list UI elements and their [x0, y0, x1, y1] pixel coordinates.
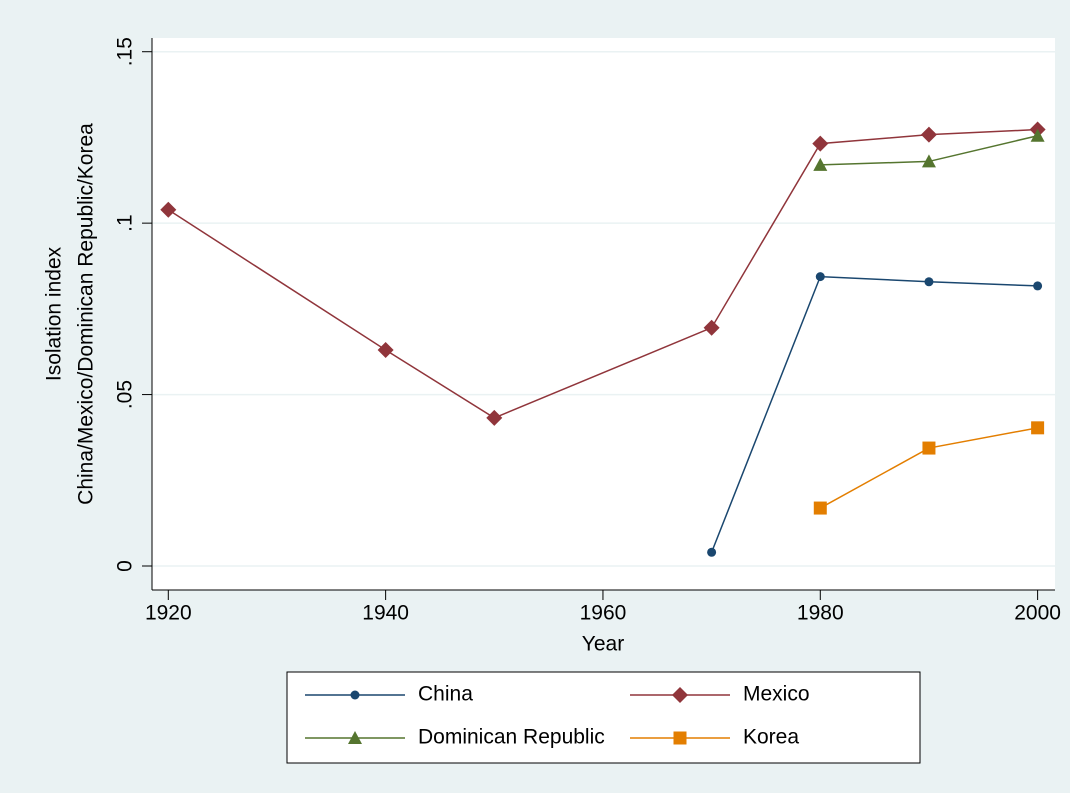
y-tick-label: .1 [114, 214, 137, 232]
series-line [710, 275, 1038, 553]
y-axis-label: China/Mexico/Dominican Republic/Korea [75, 123, 98, 505]
marker [350, 690, 360, 700]
marker [672, 687, 688, 703]
marker [377, 342, 394, 358]
y-tick-label: .15 [114, 37, 137, 66]
x-tick-label: 1960 [580, 602, 627, 625]
marker [920, 126, 937, 143]
marker [812, 135, 829, 152]
marker [815, 272, 825, 282]
marker [673, 731, 687, 745]
legend [286, 671, 921, 764]
marker [348, 731, 362, 744]
marker [813, 501, 827, 515]
y-tick-label: 0 [114, 560, 137, 572]
marker [922, 441, 936, 455]
x-axis-label: Year [582, 633, 624, 656]
marker [813, 157, 828, 171]
x-tick-label: 1980 [797, 602, 844, 625]
legend-label: China [418, 683, 473, 706]
y-tick-label: .05 [114, 380, 137, 409]
marker [921, 154, 936, 168]
y-axis-label: Isolation index [43, 246, 66, 381]
legend-label: Dominican Republic [418, 726, 605, 749]
marker [160, 201, 177, 218]
x-tick-label: 2000 [1014, 602, 1061, 625]
marker [924, 277, 934, 287]
marker [703, 319, 720, 336]
marker [707, 547, 717, 557]
legend-label: Korea [743, 726, 799, 749]
marker [486, 409, 503, 426]
marker [1033, 281, 1043, 291]
marker [1031, 421, 1045, 435]
legend-label: Mexico [743, 683, 810, 706]
x-tick-label: 1920 [145, 602, 192, 625]
x-tick-label: 1940 [362, 602, 409, 625]
marker [1030, 128, 1045, 142]
plot-area [152, 38, 1055, 590]
